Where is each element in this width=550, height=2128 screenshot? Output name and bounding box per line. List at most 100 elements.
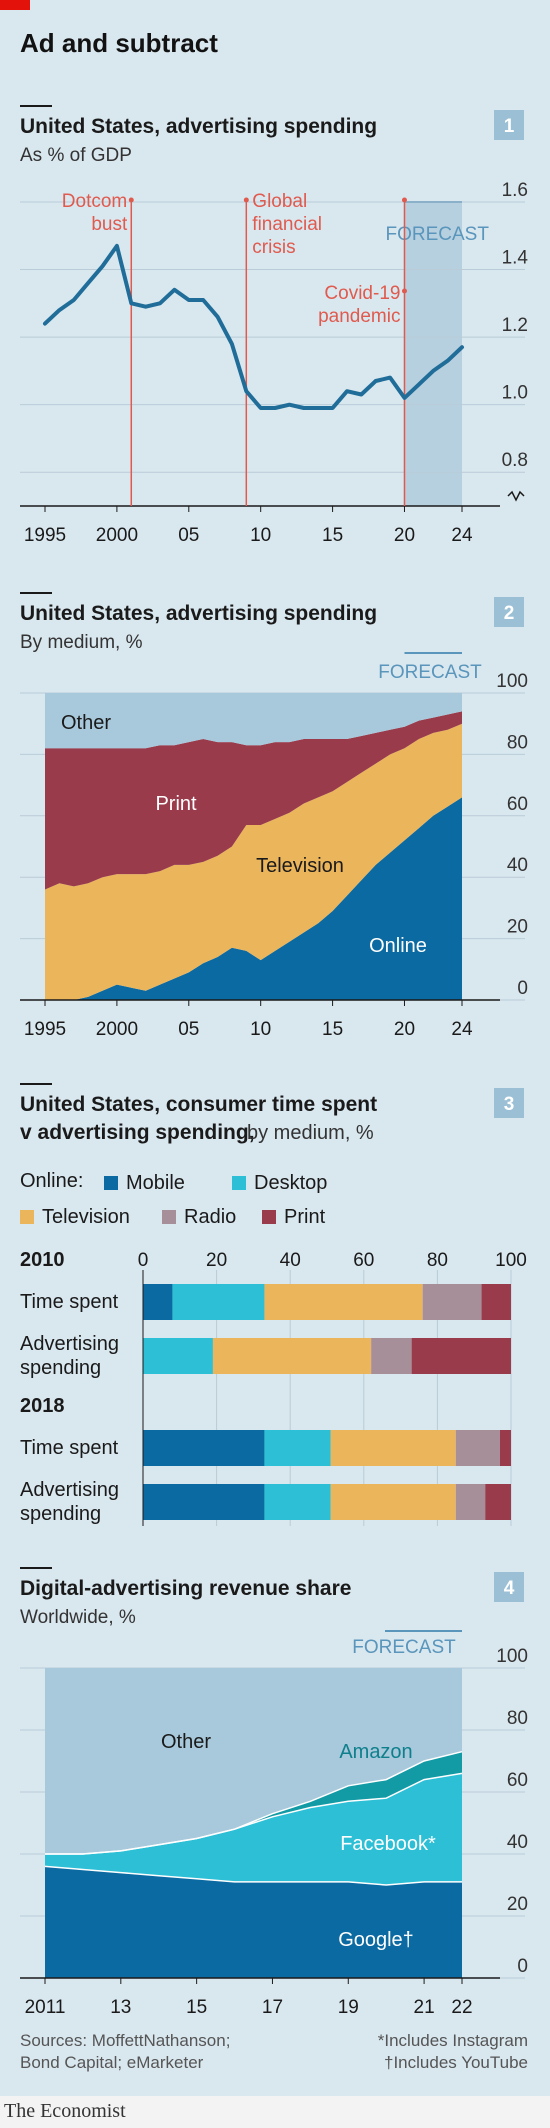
event-label: Covid-19 [324,283,400,304]
x-tick-label: 22 [451,1997,472,2018]
event-label: Dotcom [62,191,127,212]
bar-segment-print [481,1284,511,1320]
y-tick-label: 80 [507,732,528,753]
x-tick-label: 15 [186,1997,207,2018]
bar-segment-television [330,1430,456,1466]
axis-tick-label: 80 [427,1250,448,1271]
series-label-other: Other [61,712,111,734]
chart2-area-television [45,723,462,1000]
legend-swatch-radio [162,1210,176,1224]
forecast-label: FORECAST [386,224,490,245]
series-label-online: Online [369,935,427,957]
series-label-facebook: Facebook* [340,1833,436,1855]
bar-segment-radio [422,1284,482,1320]
y-tick-label: 0 [517,978,528,999]
footnote: †Includes YouTube [384,2053,528,2072]
row-label: Advertising [20,1479,119,1501]
chart-subtitle: Worldwide, % [20,1607,136,1628]
bar-segment-mobile [143,1430,265,1466]
y-tick-label: 1.0 [502,383,528,404]
chart4-area-google [45,1866,462,1978]
x-tick-label: 10 [250,1019,271,1040]
source-note: Sources: MoffettNathanson; [20,2031,230,2050]
bar-segment-television [264,1284,423,1320]
event-label: bust [91,214,128,235]
legend-swatch-print [262,1210,276,1224]
chart4-area-other [45,1668,462,1854]
x-tick-label: 20 [394,525,415,546]
y-tick-label: 40 [507,855,528,876]
brand-bar [0,0,30,10]
chart-title: United States, advertising spending [20,115,377,138]
x-tick-label: 13 [110,1997,131,2018]
series-label-television: Television [256,855,344,877]
legend-prefix: Online: [20,1170,83,1192]
x-tick-label: 10 [250,525,271,546]
event-marker [401,288,407,294]
y-tick-label: 1.2 [502,315,528,336]
x-tick-label: 2011 [25,1997,66,2018]
chart2-area-other [45,693,462,749]
event-label: financial [252,214,322,235]
axis-tick-label: 40 [280,1250,301,1271]
y-tick-label: 100 [496,1646,528,1667]
x-tick-label: 2000 [96,1019,138,1040]
event-marker [128,197,134,203]
legend-swatch-mobile [104,1176,118,1190]
chart-title: United States, consumer time spent [20,1093,377,1116]
row-label: Time spent [20,1437,119,1459]
chart4-area-facebook [45,1773,462,1885]
x-tick-label: 1995 [24,1019,66,1040]
bar-segment-desktop [264,1430,331,1466]
chart-number-label: 4 [504,1578,515,1599]
forecast-label: FORECAST [352,1637,456,1658]
bar-segment-desktop [143,1338,213,1374]
economist-logo: The Economist [4,2100,126,2122]
axis-tick-label: 60 [353,1250,374,1271]
chart-number-label: 1 [504,116,515,137]
x-tick-label: 1995 [24,525,66,546]
legend-label-print: Print [284,1206,326,1228]
chart2-area-print [45,711,462,890]
series-divider [44,1865,462,1886]
y-tick-label: 60 [507,794,528,815]
x-tick-label: 2000 [96,525,138,546]
y-tick-label: 80 [507,1708,528,1729]
series-label-other: Other [161,1731,211,1753]
chart-subtitle: As % of GDP [20,145,132,166]
bar-segment-print [499,1430,511,1466]
y-tick-label: 20 [507,917,528,938]
chart2-area-online [45,797,462,1000]
x-tick-label: 17 [262,1997,283,2018]
legend-label-radio: Radio [184,1206,236,1228]
series-label-amazon: Amazon [339,1741,412,1763]
group-year-label: 2018 [20,1395,65,1417]
series-divider [45,1750,463,1855]
footnote: *Includes Instagram [378,2031,528,2050]
row-label: spending [20,1503,101,1525]
chart-subtitle: by medium, % [247,1122,374,1144]
forecast-label: FORECAST [378,662,482,683]
bar-segment-radio [455,1430,500,1466]
legend-label-television: Television [42,1206,130,1228]
x-tick-label: 21 [414,1997,435,2018]
x-tick-label: 20 [394,1019,415,1040]
chart-subtitle: By medium, % [20,632,143,653]
row-label: Time spent [20,1291,119,1313]
bar-segment-television [212,1338,372,1374]
x-tick-label: 24 [451,525,473,546]
axis-tick-label: 20 [206,1250,227,1271]
x-tick-label: 05 [178,525,199,546]
legend-label-desktop: Desktop [254,1172,327,1194]
axis-tick-label: 0 [138,1250,149,1271]
bar-segment-television [330,1484,456,1520]
bar-segment-mobile [143,1284,173,1320]
legend-label-mobile: Mobile [126,1172,185,1194]
chart-title: Digital-advertising revenue share [20,1577,351,1600]
y-tick-label: 1.4 [502,248,529,269]
x-tick-label: 15 [322,1019,343,1040]
series-label-google: Google† [338,1929,414,1951]
bar-segment-desktop [172,1284,265,1320]
event-label: crisis [252,237,295,258]
series-label-print: Print [155,793,197,815]
